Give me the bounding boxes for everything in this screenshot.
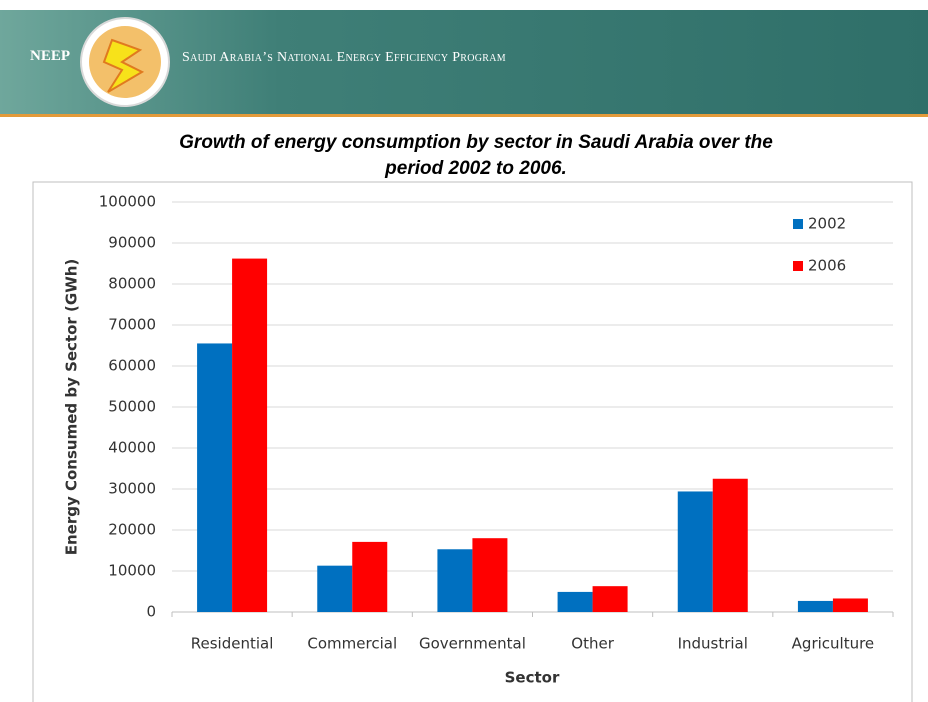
bar [592, 586, 628, 612]
bar [472, 538, 508, 612]
y-tick-label: 40000 [108, 439, 156, 457]
x-tick-label: Agriculture [792, 635, 875, 653]
x-tick-label: Governmental [419, 635, 526, 653]
bar [557, 591, 593, 612]
bar [712, 478, 748, 612]
y-tick-label: 30000 [108, 480, 156, 498]
y-tick-label: 0 [146, 603, 156, 621]
bar [437, 549, 473, 612]
y-tick-label: 20000 [108, 521, 156, 539]
legend-label: 2006 [808, 257, 846, 275]
bar [352, 541, 388, 612]
bar [832, 598, 868, 612]
brand: NEEP [30, 48, 71, 64]
y-tick-label: 50000 [108, 398, 156, 416]
chart-frame [32, 181, 913, 702]
bar [197, 343, 233, 612]
y-axis-label: Energy Consumed by Sector (GWh) [63, 259, 81, 556]
chart-title: Growth of energy consumption by sector i… [179, 132, 773, 179]
legend-label: 2002 [808, 215, 846, 233]
x-axis-label: Sector [505, 669, 560, 687]
y-tick-label: 70000 [108, 316, 156, 334]
legend-swatch [793, 261, 803, 271]
bar [677, 491, 713, 612]
y-tick-label: 90000 [108, 234, 156, 252]
program-name: Saudi Arabia’s National Energy Efficienc… [182, 50, 506, 65]
x-tick-label: Industrial [678, 635, 748, 653]
x-tick-label: Other [571, 635, 614, 653]
legend-swatch [793, 219, 803, 229]
x-tick-label: Commercial [307, 635, 397, 653]
bar [797, 600, 833, 612]
header-rule [0, 114, 928, 117]
y-tick-label: 80000 [108, 275, 156, 293]
y-tick-label: 60000 [108, 357, 156, 375]
x-tick-label: Residential [191, 635, 274, 653]
y-tick-label: 100000 [99, 193, 156, 211]
bar [317, 565, 353, 612]
bar [232, 258, 268, 612]
y-tick-label: 10000 [108, 562, 156, 580]
